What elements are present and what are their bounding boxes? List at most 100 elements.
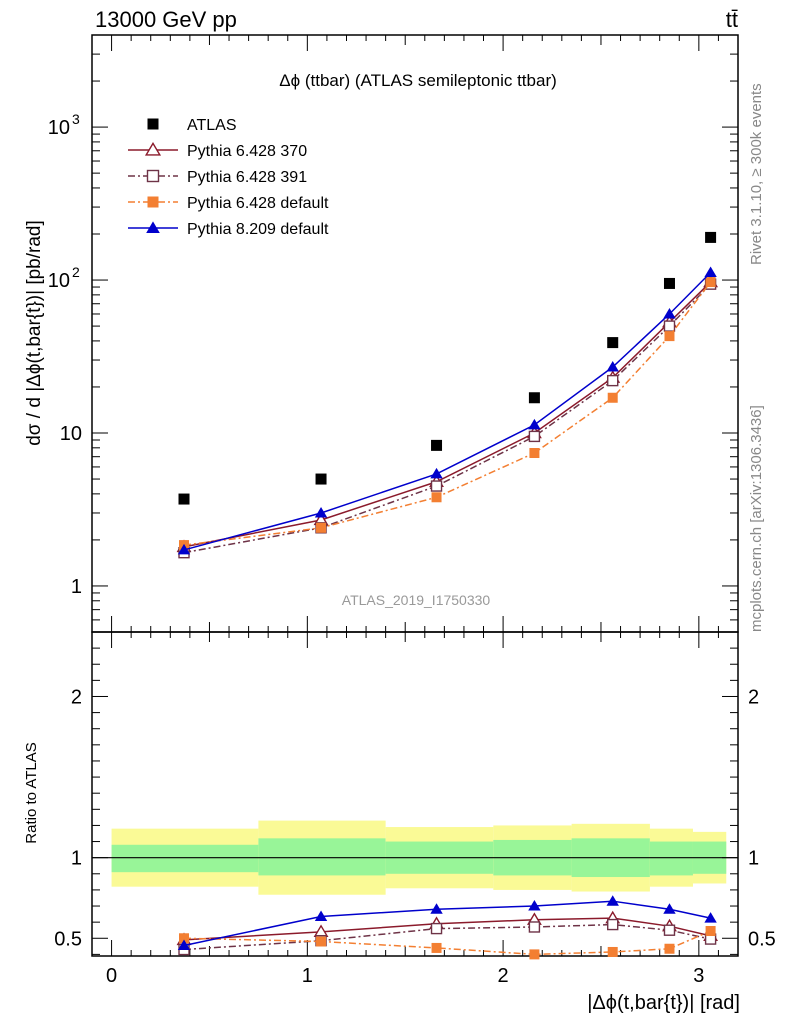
main-point (663, 320, 676, 332)
main-series-line (183, 283, 712, 554)
main-point (705, 277, 716, 288)
main-point (177, 543, 191, 555)
legend-label: Pythia 6.428 default (187, 195, 329, 212)
ratio-point (177, 939, 191, 951)
ratio-band-inner (258, 838, 386, 876)
legend-marker (147, 118, 159, 130)
main-series-line (183, 281, 712, 546)
ratio-y-tick-label-right: 2 (748, 686, 759, 708)
main-point (430, 467, 443, 479)
x-axis-label: |Δϕ(t,bar{t})| [rad] (587, 992, 740, 1014)
main-point (529, 448, 540, 459)
main-y-tick-label: 10 (60, 423, 82, 445)
ratio-point (705, 926, 716, 937)
ratio-band-inner (111, 844, 259, 873)
main-y-axis-label: dσ / d |Δϕ(t,bar{t})| [pb/rad] (24, 220, 45, 446)
side-label-rivet: Rivet 3.1.10, ≥ 300k events (748, 83, 765, 265)
main-point (431, 439, 443, 451)
main-series-3 (179, 277, 716, 551)
ratio-y-tick-label-right: 1 (748, 848, 759, 870)
main-y-tick-label: 10 (48, 270, 70, 292)
main-series (176, 231, 719, 559)
main-series-0 (178, 231, 717, 505)
ratio-series (176, 895, 719, 960)
legend-label: ATLAS (187, 117, 237, 134)
main-series-4 (177, 266, 717, 555)
ratio-point (314, 910, 328, 922)
main-point (705, 231, 717, 243)
main-ticks (92, 34, 739, 633)
main-point (431, 492, 442, 503)
main-series-line (183, 271, 712, 551)
ratio-point (606, 895, 619, 906)
ratio-series-0 (176, 910, 719, 946)
ratio-point (663, 924, 676, 936)
legend-marker (146, 169, 160, 183)
legend-label: Pythia 8.209 default (187, 221, 329, 238)
ratio-series-1 (178, 918, 717, 956)
ratio-point (430, 922, 443, 935)
main-point (664, 331, 675, 342)
ratio-band-inner (649, 841, 693, 876)
ratio-point (179, 933, 190, 944)
legend-marker (147, 196, 159, 208)
ratio-point (664, 943, 675, 954)
main-watermark: ATLAS_2019_I1750330 (342, 592, 491, 608)
ratio-y-tick-label: 2 (71, 686, 82, 708)
main-y-tick-exponent: 2 (72, 264, 80, 280)
main-y-tick-label: 1 (71, 576, 82, 598)
ratio-y-tick-label: 1 (71, 848, 82, 870)
ratio-series-3 (177, 895, 717, 951)
main-point (607, 392, 618, 403)
main-point (316, 522, 327, 533)
ratio-point (607, 946, 618, 957)
ratio-point (316, 936, 327, 947)
main-point (528, 418, 541, 430)
main-point (607, 337, 619, 349)
ratio-point (431, 942, 442, 953)
main-y-tick-exponent: 3 (72, 111, 80, 127)
main-point (178, 493, 190, 505)
ratio-point (528, 900, 541, 911)
main-point (528, 430, 541, 443)
ratio-bands (92, 820, 738, 895)
ratio-point (704, 912, 717, 923)
x-tick-label: 2 (498, 965, 509, 987)
main-point (663, 277, 675, 289)
main-point (663, 307, 676, 319)
legend: ATLAS Pythia 6.428 370 Pythia 6.428 391 Pyt… (128, 117, 329, 238)
x-tick-label: 3 (693, 965, 704, 987)
ratio-frame (91, 631, 739, 957)
main-point (606, 361, 619, 372)
main-series-1 (176, 274, 719, 553)
main-point (430, 480, 443, 492)
legend-label: Pythia 6.428 370 (187, 143, 307, 160)
main-point (704, 266, 717, 278)
legend-marker (146, 221, 160, 233)
legend-marker (144, 142, 162, 156)
main-series-line (183, 281, 712, 548)
main-point (314, 506, 328, 518)
ratio-point (663, 903, 676, 914)
side-label-mcplots: mcplots.cern.ch [arXiv:1306.3436] (748, 405, 765, 632)
header-right-label: tt̄ (726, 7, 738, 32)
main-series-2 (178, 278, 717, 559)
ratio-tick-labels: 0.5 0.5 1 1 2 2 0 1 2 3 (54, 686, 776, 987)
main-point (315, 473, 327, 485)
x-tick-label: 1 (302, 965, 313, 987)
main-title: Δϕ (ttbar) (ATLAS semileptonic ttbar) (279, 71, 557, 90)
x-tick-label: 0 (106, 965, 117, 987)
legend-label: Pythia 6.428 391 (187, 169, 307, 186)
ratio-point (529, 949, 540, 960)
ratio-y-tick-label-right: 0.5 (748, 928, 776, 950)
ratio-point (607, 918, 619, 931)
main-point (607, 374, 619, 387)
ratio-y-axis-label: Ratio to ATLAS (23, 742, 40, 843)
header-left-label: 13000 GeV pp (95, 7, 237, 32)
ratio-point (430, 903, 443, 914)
ratio-y-tick-label: 0.5 (54, 928, 82, 950)
ratio-ticks (92, 631, 739, 956)
